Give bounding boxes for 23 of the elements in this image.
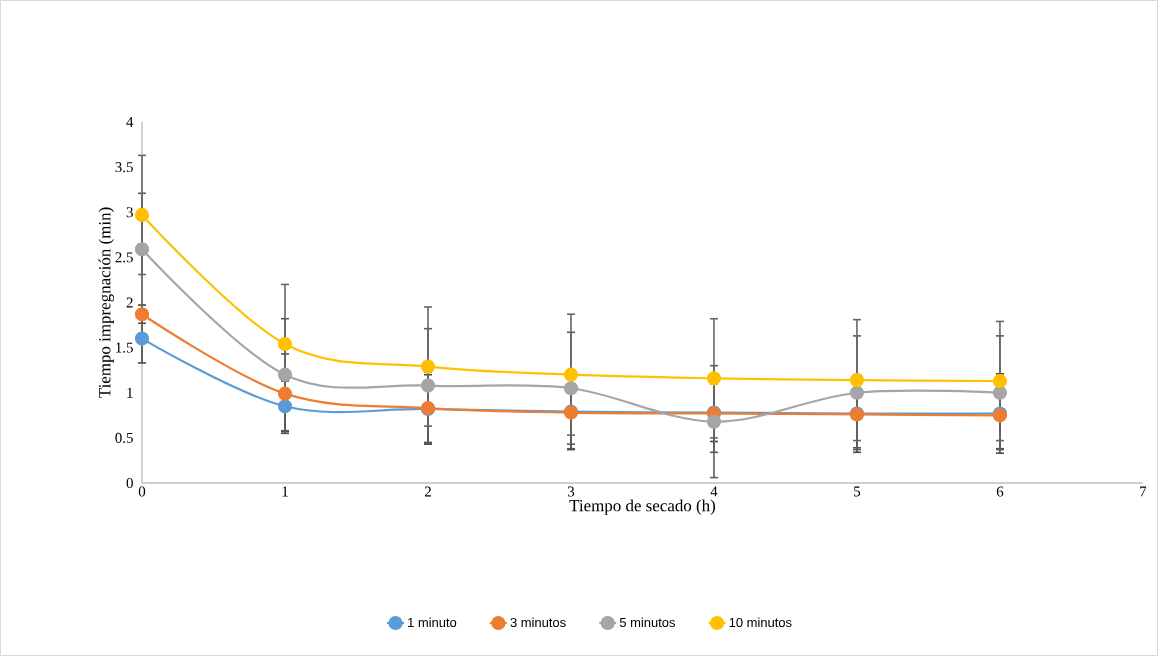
x-tick-label: 2 <box>424 486 431 497</box>
y-tick-label: 1 <box>127 387 133 398</box>
x-tick-label: 0 <box>138 486 146 497</box>
y-tick-label: 1.5 <box>116 342 133 353</box>
legend-label: 10 minutos <box>729 617 792 628</box>
y-tick-label: 0.5 <box>115 432 133 443</box>
x-tick-label: 5 <box>854 486 861 497</box>
y-axis-title: Tiempo impregnación (min) <box>98 207 114 398</box>
y-tick-label: 0 <box>126 477 133 489</box>
legend-label: 5 minutos <box>619 617 675 628</box>
x-tick-label: 7 <box>1140 486 1147 497</box>
x-tick-label: 4 <box>710 486 718 497</box>
y-tick-label: 3.5 <box>115 162 133 173</box>
x-tick-label: 6 <box>996 486 1004 497</box>
y-tick-label: 2 <box>126 297 133 308</box>
legend-label: 3 minutos <box>510 617 566 628</box>
y-tick-label: 4 <box>126 117 134 127</box>
x-axis-title: Tiempo de secado (h) <box>569 499 716 515</box>
x-tick-label: 3 <box>567 486 575 497</box>
x-tick-label: 1 <box>282 486 288 497</box>
y-tick-label: 2.5 <box>115 252 133 263</box>
legend-label: 1 minuto <box>408 617 457 628</box>
y-tick-label: 3 <box>126 207 133 218</box>
